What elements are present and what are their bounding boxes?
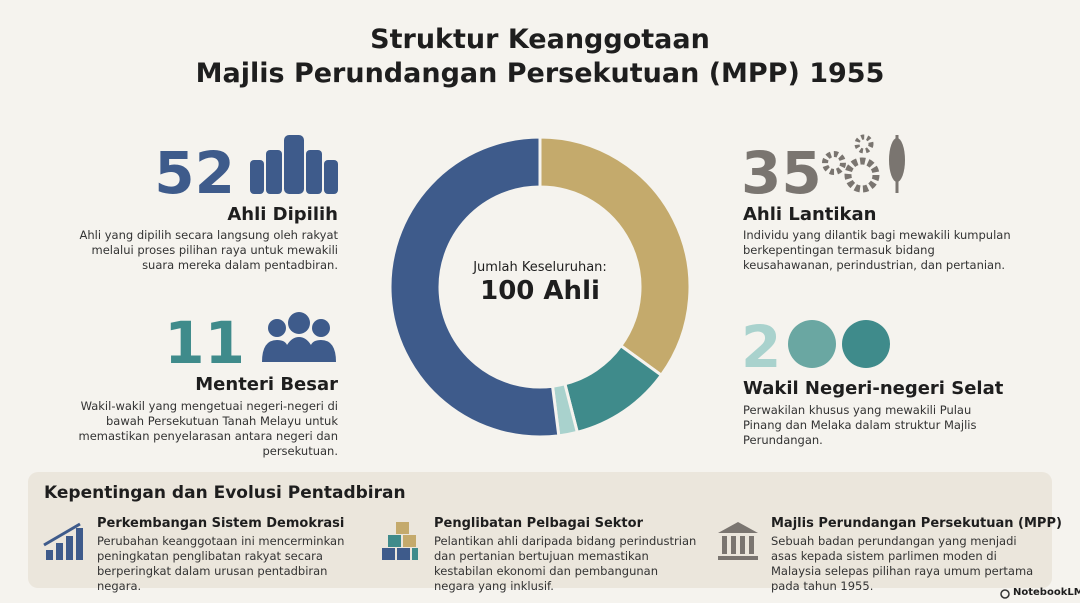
description: Ahli yang dipilih secara langsung oleh r… bbox=[79, 228, 338, 272]
description: Individu yang dilantik bagi mewakili kum… bbox=[743, 228, 1011, 272]
description: Wakil-wakil yang mengetuai negeri-negeri… bbox=[78, 399, 339, 458]
title: Majlis Perundangan Persekutuan (MPP) 195… bbox=[195, 58, 885, 89]
boxes-icon bbox=[382, 522, 418, 560]
panel-title: Kepentingan dan Evolusi Pentadbiran bbox=[44, 483, 406, 503]
panel-item-title: Penglibatan Pelbagai Sektor bbox=[434, 516, 643, 531]
state-circle bbox=[842, 320, 890, 368]
donut-segment bbox=[388, 135, 561, 439]
label: Ahli Dipilih bbox=[227, 204, 338, 225]
big-number: 2 bbox=[741, 313, 782, 381]
label: Ahli Lantikan bbox=[743, 204, 877, 225]
panel-item-text: Pelantikan ahli daripada bidang perindus… bbox=[434, 534, 697, 593]
gears-icon bbox=[822, 134, 905, 193]
panel-item-text: Sebuah badan perundangan yang menjadi as… bbox=[771, 534, 1034, 593]
big-number: 52 bbox=[154, 139, 235, 207]
state-circle bbox=[788, 320, 836, 368]
label: Wakil Negeri-negeri Selat bbox=[743, 378, 1004, 399]
panel-item-title: Perkembangan Sistem Demokrasi bbox=[97, 516, 345, 531]
hands-icon bbox=[250, 135, 338, 194]
growth-icon bbox=[43, 522, 83, 560]
label: Menteri Besar bbox=[195, 374, 338, 395]
description: Perwakilan khusus yang mewakili Pulau Pi… bbox=[743, 403, 977, 447]
building-icon bbox=[718, 522, 758, 560]
people-icon bbox=[262, 312, 336, 362]
panel-item-title: Majlis Perundangan Persekutuan (MPP) bbox=[771, 516, 1062, 531]
big-number: 35 bbox=[741, 139, 822, 207]
title: Struktur Keanggotaan bbox=[370, 24, 710, 55]
center-value: 100 Ahli bbox=[480, 276, 600, 306]
brand-icon bbox=[1000, 589, 1010, 599]
donut-segment bbox=[538, 135, 692, 378]
big-number: 11 bbox=[164, 309, 245, 377]
panel-bg bbox=[28, 472, 1052, 588]
center-label: Jumlah Keseluruhan: bbox=[473, 260, 607, 275]
brand: NotebookLM bbox=[1013, 587, 1080, 598]
panel-item-text: Perubahan keanggotaan ini mencerminkan p… bbox=[97, 534, 345, 593]
